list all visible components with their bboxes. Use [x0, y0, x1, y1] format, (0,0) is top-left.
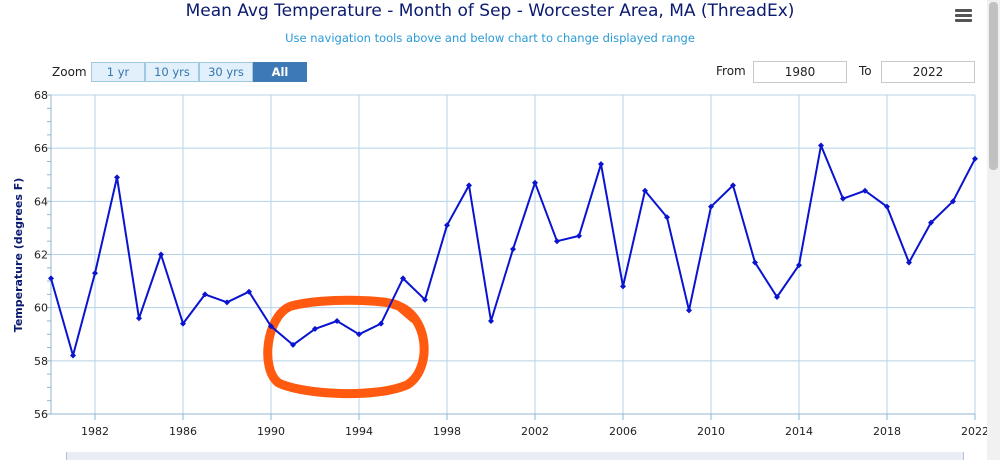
data-point[interactable] — [796, 262, 802, 269]
y-tick-label: 62 — [34, 249, 48, 262]
zoom-all-button[interactable]: All — [253, 62, 307, 82]
data-point[interactable] — [70, 352, 76, 359]
data-point[interactable] — [312, 325, 318, 332]
data-point[interactable] — [444, 222, 450, 229]
x-tick-label: 2014 — [785, 425, 813, 438]
data-point[interactable] — [268, 323, 274, 330]
y-tick-label: 64 — [34, 195, 48, 208]
data-point[interactable] — [642, 187, 648, 194]
x-tick-label: 2018 — [873, 425, 901, 438]
x-tick-label: 2002 — [521, 425, 549, 438]
data-point[interactable] — [158, 251, 164, 258]
y-tick-label: 66 — [34, 142, 48, 155]
data-point[interactable] — [928, 219, 934, 226]
x-tick-label: 1986 — [169, 425, 197, 438]
data-point[interactable] — [950, 198, 956, 205]
data-point[interactable] — [466, 182, 472, 189]
data-point[interactable] — [554, 238, 560, 245]
data-point[interactable] — [48, 275, 54, 282]
chart-title: Mean Avg Temperature - Month of Sep - Wo… — [185, 1, 795, 21]
y-axis-label: Temperature (degrees F) — [12, 178, 25, 332]
data-point[interactable] — [620, 283, 626, 290]
data-point[interactable] — [818, 142, 824, 149]
y-tick-label: 60 — [34, 302, 48, 315]
x-tick-label: 2006 — [609, 425, 637, 438]
data-point[interactable] — [136, 315, 142, 322]
x-tick-label: 1994 — [345, 425, 373, 438]
zoom-10yrs-button[interactable]: 10 yrs — [145, 62, 199, 82]
zoom-label: Zoom — [52, 65, 87, 79]
x-tick-label: 1990 — [257, 425, 285, 438]
range-navigator[interactable] — [66, 452, 964, 460]
data-point[interactable] — [862, 187, 868, 194]
highlight-circle-annotation — [263, 295, 429, 399]
to-date-input[interactable] — [881, 61, 975, 83]
data-point[interactable] — [576, 232, 582, 239]
data-point[interactable] — [180, 320, 186, 327]
data-point[interactable] — [224, 299, 230, 306]
data-point[interactable] — [884, 203, 890, 210]
data-point[interactable] — [774, 294, 780, 301]
data-point[interactable] — [92, 270, 98, 277]
x-tick-label: 2010 — [697, 425, 725, 438]
y-tick-label: 58 — [34, 355, 48, 368]
data-point[interactable] — [972, 155, 978, 162]
data-point[interactable] — [202, 291, 208, 298]
data-point[interactable] — [510, 246, 516, 253]
y-tick-label: 56 — [34, 408, 48, 421]
y-tick-label: 68 — [34, 89, 48, 102]
data-point[interactable] — [356, 331, 362, 338]
scroll-thumb[interactable] — [989, 2, 998, 170]
data-point[interactable] — [752, 259, 758, 266]
data-point[interactable] — [686, 307, 692, 314]
data-point[interactable] — [290, 341, 296, 348]
data-point[interactable] — [246, 288, 252, 295]
data-point[interactable] — [598, 161, 604, 168]
page-scrollbar[interactable] — [987, 0, 1000, 460]
data-point[interactable] — [730, 182, 736, 189]
zoom-1yr-button[interactable]: 1 yr — [91, 62, 145, 82]
data-point[interactable] — [114, 174, 120, 181]
to-label: To — [859, 64, 872, 78]
data-point[interactable] — [708, 203, 714, 210]
x-tick-label: 2022 — [961, 425, 989, 438]
data-point[interactable] — [532, 179, 538, 186]
x-tick-label: 1998 — [433, 425, 461, 438]
data-point[interactable] — [422, 296, 428, 303]
data-point[interactable] — [488, 317, 494, 324]
data-point[interactable] — [400, 275, 406, 282]
data-point[interactable] — [378, 320, 384, 327]
data-point[interactable] — [840, 195, 846, 202]
from-label: From — [716, 64, 746, 78]
from-date-input[interactable] — [753, 61, 847, 83]
x-tick-label: 1982 — [81, 425, 109, 438]
data-point[interactable] — [906, 259, 912, 266]
zoom-30yrs-button[interactable]: 30 yrs — [199, 62, 253, 82]
data-point[interactable] — [334, 317, 340, 324]
chart-subtitle: Use navigation tools above and below cha… — [285, 31, 695, 45]
hamburger-menu-icon[interactable] — [955, 9, 972, 23]
data-point[interactable] — [664, 214, 670, 221]
